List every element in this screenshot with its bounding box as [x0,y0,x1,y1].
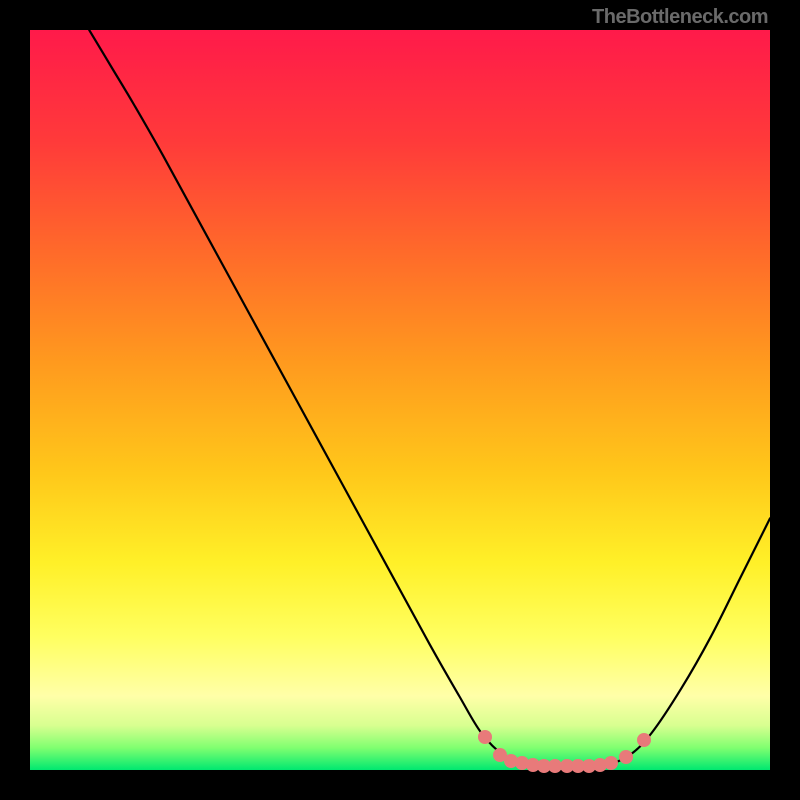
plot-area [30,30,770,770]
watermark-text: TheBottleneck.com [592,6,768,29]
data-marker [619,750,633,764]
chart-svg [30,30,770,770]
gradient-background [30,30,770,770]
data-marker [604,756,618,770]
data-marker [478,730,492,744]
data-marker [637,733,651,747]
chart-container: TheBottleneck.com [0,0,800,800]
